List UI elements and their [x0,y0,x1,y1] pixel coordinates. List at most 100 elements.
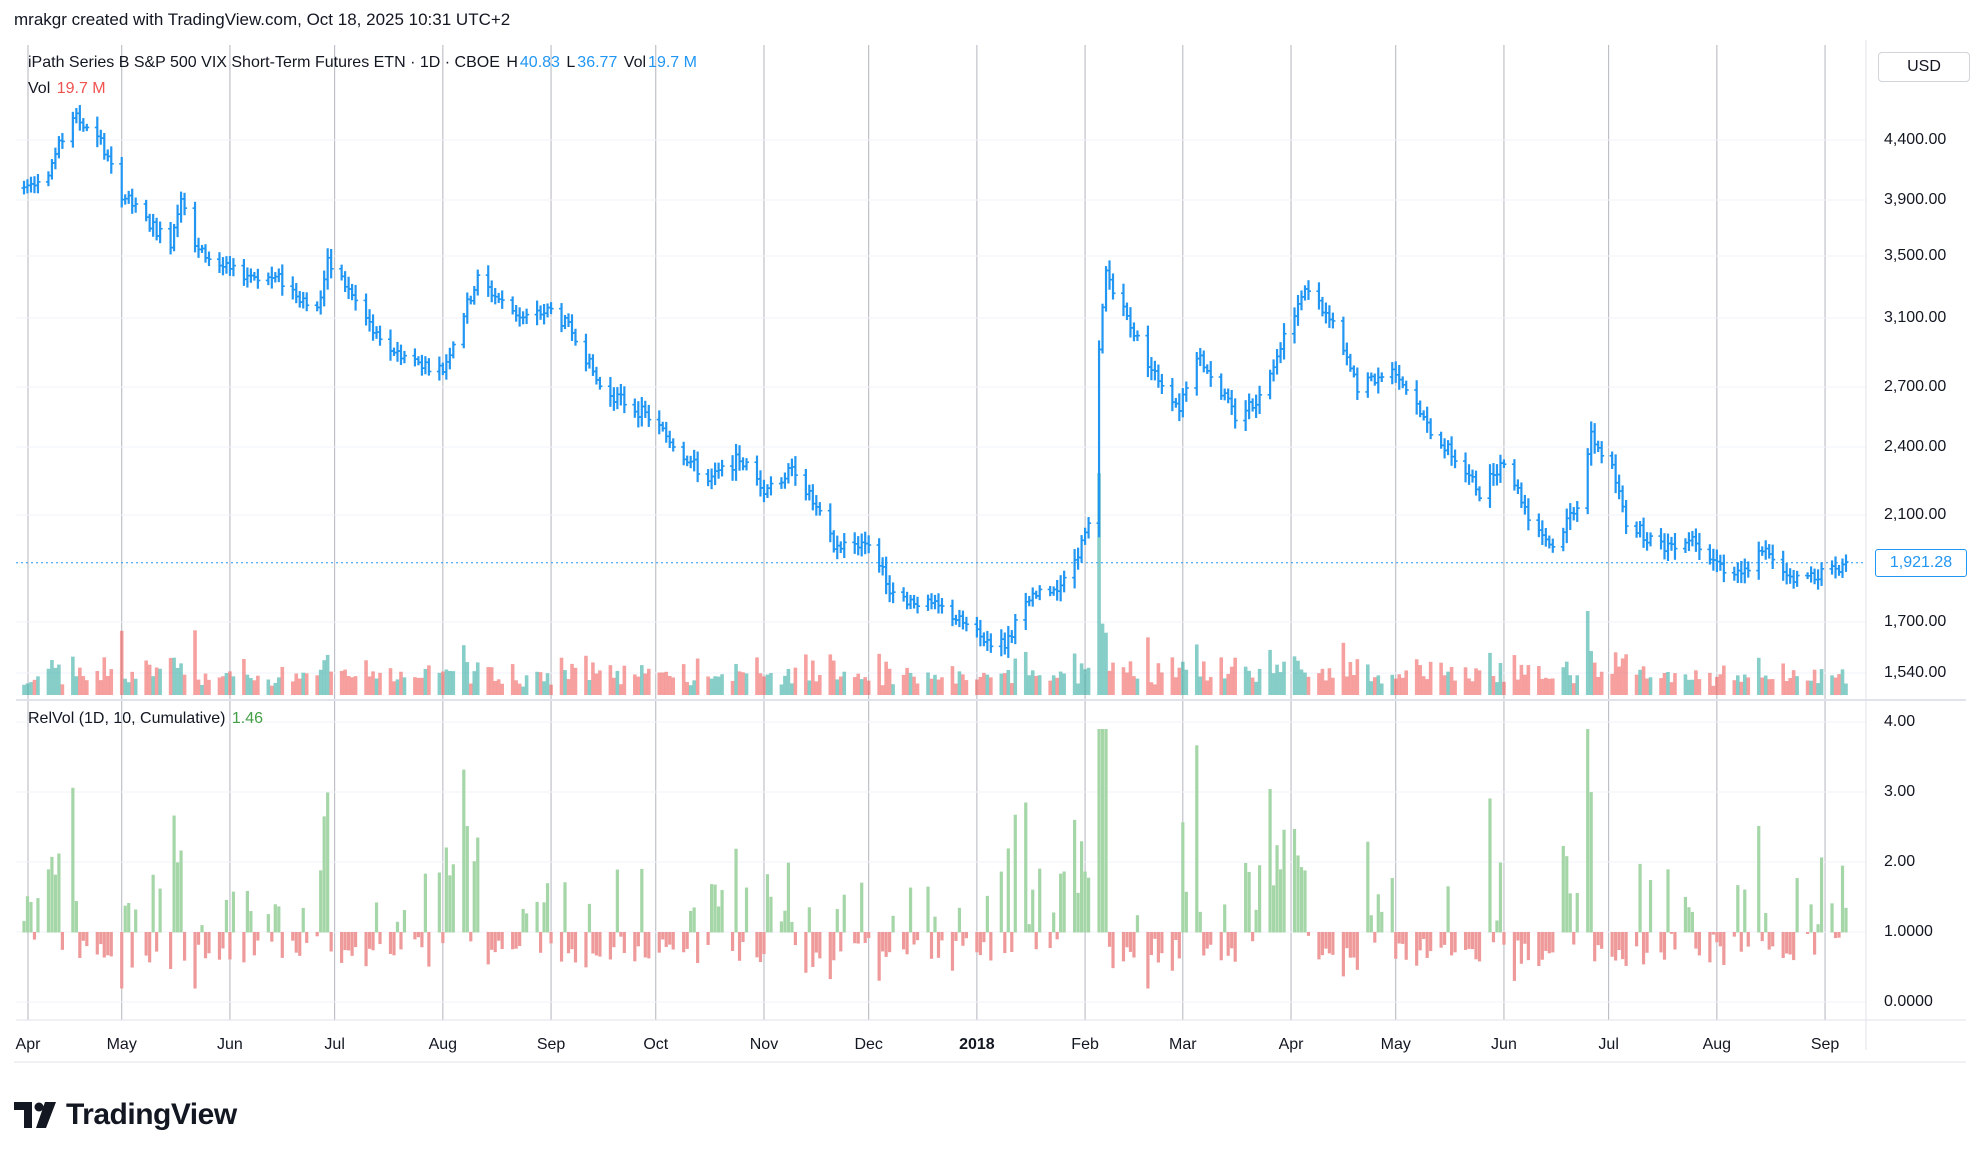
relvol-bar [1079,841,1084,933]
volume-bar [1516,679,1520,695]
relvol-bar [1687,907,1691,933]
relvol-bar [1659,932,1663,953]
volume-bar [933,674,937,695]
volume-bar [95,670,100,695]
volume-bar [1470,681,1475,695]
price-tick-label: 1,540.00 [1884,664,1947,681]
volume-bar [151,676,155,695]
relvol-bar [1715,932,1719,943]
relvol-bar [437,872,441,933]
volume-bar [350,677,354,695]
volume-bar [1390,674,1395,695]
relvol-bar [525,913,529,933]
volume-bar [1184,669,1189,695]
relvol-bar [465,826,469,933]
relvol-bar [835,909,839,933]
volume-bar [172,657,176,695]
relvol-bar [441,932,445,944]
volume-bar [954,683,958,695]
price-tick-label: 3,100.00 [1884,309,1947,326]
volume-bar [346,676,351,695]
price-bars [21,105,1849,658]
volume-bar [367,676,372,695]
volume-bar [591,662,595,695]
volume-bar [570,663,574,695]
symbol-legend[interactable]: iPath Series B S&P 500 VIX Short-Term Fu… [28,54,699,72]
relvol-bar [1645,932,1649,953]
relvol-bar [179,850,183,933]
relvol-bar [1233,932,1237,962]
volume-bar [339,670,344,695]
volume-bar [1449,666,1454,695]
relvol-bar [1128,932,1133,952]
volume-bar [587,679,592,695]
relvol-bar [1771,932,1775,947]
volume-bar [779,684,784,695]
relvol-legend[interactable]: RelVol (1D, 10, Cumulative) 1.46 [28,710,265,728]
volume-bar [182,674,187,695]
volume-legend[interactable]: Vol 19.7 M [28,80,108,98]
volume-bar [643,673,648,695]
relvol-bar [416,932,421,938]
volume-bar [521,686,525,695]
volume-bar [270,685,274,695]
volume-bar [1379,683,1384,695]
relvol-bar [305,932,309,943]
currency-button[interactable]: USD [1878,52,1970,82]
relvol-bar [1271,885,1276,933]
relvol-bar [1278,869,1283,933]
volume-bar [1174,677,1178,695]
volume-bar [755,657,759,695]
relvol-bar [730,932,735,951]
volume-bar [667,675,672,695]
relvol-bar [1544,932,1548,951]
volume-bar [566,679,571,695]
relvol-bar [1830,903,1834,933]
relvol-bar [1589,792,1593,933]
relvol-bar [1593,932,1597,962]
relvol-bar [1160,932,1164,954]
volume-bar [1596,676,1600,695]
volume-bar [1208,676,1213,695]
volume-bar [461,645,466,695]
tradingview-logo[interactable]: TradingView [14,1098,237,1132]
relvol-bar [245,890,249,933]
relvol-bar [1429,932,1433,952]
relvol-bar [462,769,466,933]
volume-bar [392,681,396,695]
relvol-bar [1198,911,1202,933]
volume-bar [147,664,152,695]
volume-bar [413,677,417,695]
volume-bar [1181,661,1185,695]
relvol-bar [905,932,909,955]
volume-bar [1097,473,1101,695]
volume-bar [1201,661,1206,695]
relvol-bar [1785,932,1789,954]
volume-bar [608,665,613,695]
volume-bar [98,680,103,695]
volume-bar [1634,674,1639,695]
volume-bar [1561,667,1566,695]
relvol-bar [378,932,382,945]
relvol-bar [1453,932,1457,953]
relvol-bar [1027,924,1031,933]
relvol-tick-label: 1.0000 [1884,923,1933,940]
relvol-bar [448,875,452,933]
relvol-bar [573,932,578,963]
relvol-bar [1048,932,1052,949]
vol-value: 19.7 M [648,54,697,71]
volume-bar [688,685,693,695]
relvol-bar [783,910,787,933]
relvol-bar [273,904,277,933]
volume-bar [807,680,812,695]
volume-bar [1551,678,1555,695]
relvol-bar [1034,932,1038,950]
relvol-bar [1296,855,1300,933]
relvol-bar [563,882,567,933]
relvol-bar [926,886,930,933]
relvol-bar [291,932,295,941]
relvol-bar [326,792,330,933]
volume-bar [926,672,930,695]
volume-bar [1722,665,1726,695]
